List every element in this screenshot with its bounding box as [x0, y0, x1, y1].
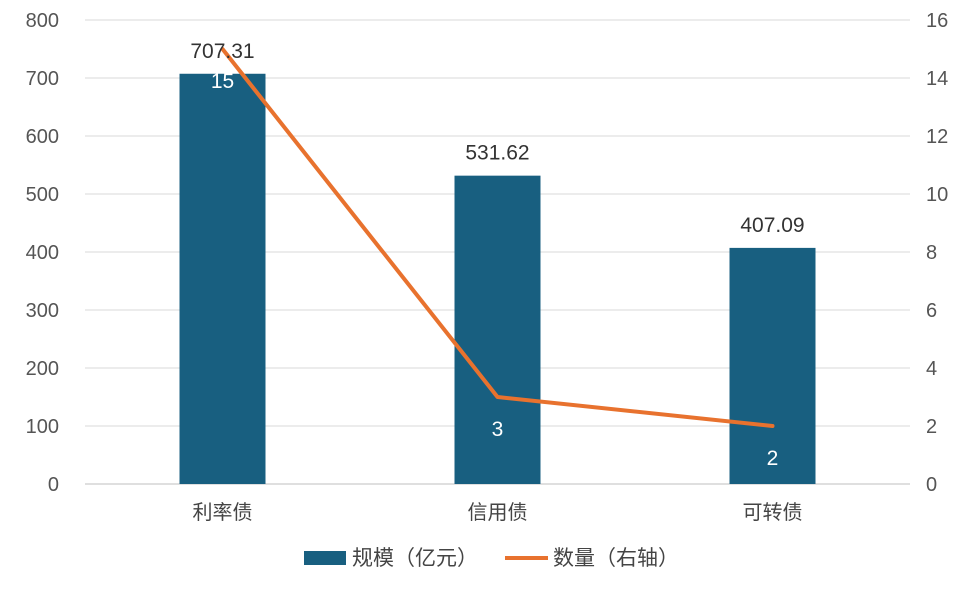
- line-series: 707.31 531.62 407.09 15 3 2: [190, 40, 804, 470]
- y-right-tick-label: 2: [926, 416, 937, 438]
- y-right-tick-label: 0: [926, 474, 937, 496]
- y-left-tick-label: 700: [26, 68, 59, 90]
- y-right-tick-label: 6: [926, 300, 937, 322]
- bar: [179, 73, 266, 485]
- y-right-tick-label: 12: [926, 126, 948, 148]
- y-left-tick-label: 0: [48, 474, 59, 496]
- y-left-tick-label: 300: [26, 300, 59, 322]
- y-left-tick-label: 800: [26, 10, 59, 32]
- bar-series: [179, 73, 816, 485]
- bar: [729, 247, 816, 484]
- y-right-tick-label: 10: [926, 184, 948, 206]
- legend: 规模（亿元） 数量（右轴）: [304, 547, 679, 570]
- x-tick-label: 可转债: [743, 501, 803, 524]
- bar: [454, 175, 541, 484]
- line-data-label: 3: [492, 418, 504, 441]
- x-tick-label: 信用债: [468, 501, 528, 524]
- y-left-tick-label: 100: [26, 416, 59, 438]
- y-right-tick-label: 8: [926, 242, 937, 264]
- legend-label-line: 数量（右轴）: [553, 547, 679, 570]
- bar-data-label: 707.31: [190, 40, 254, 63]
- left-axis: 0 100 200 300 400 500 600 700 800: [26, 10, 59, 496]
- x-axis: 利率债 信用债 可转债: [193, 501, 803, 524]
- bar-data-label: 407.09: [740, 214, 804, 237]
- right-axis: 0 2 4 6 8 10 12 14 16: [926, 10, 948, 496]
- y-left-tick-label: 400: [26, 242, 59, 264]
- x-tick-label: 利率债: [193, 501, 253, 524]
- y-left-tick-label: 200: [26, 358, 59, 380]
- y-right-tick-label: 4: [926, 358, 937, 380]
- line-data-label: 15: [211, 70, 234, 93]
- y-right-tick-label: 14: [926, 68, 948, 90]
- bar-data-label: 531.62: [465, 142, 529, 165]
- y-left-tick-label: 600: [26, 126, 59, 148]
- y-right-tick-label: 16: [926, 10, 948, 32]
- legend-label-bar: 规模（亿元）: [352, 547, 478, 570]
- series-line: [220, 47, 775, 428]
- legend-swatch-bar: [304, 551, 346, 565]
- y-left-tick-label: 500: [26, 184, 59, 206]
- line-data-label: 2: [767, 447, 779, 470]
